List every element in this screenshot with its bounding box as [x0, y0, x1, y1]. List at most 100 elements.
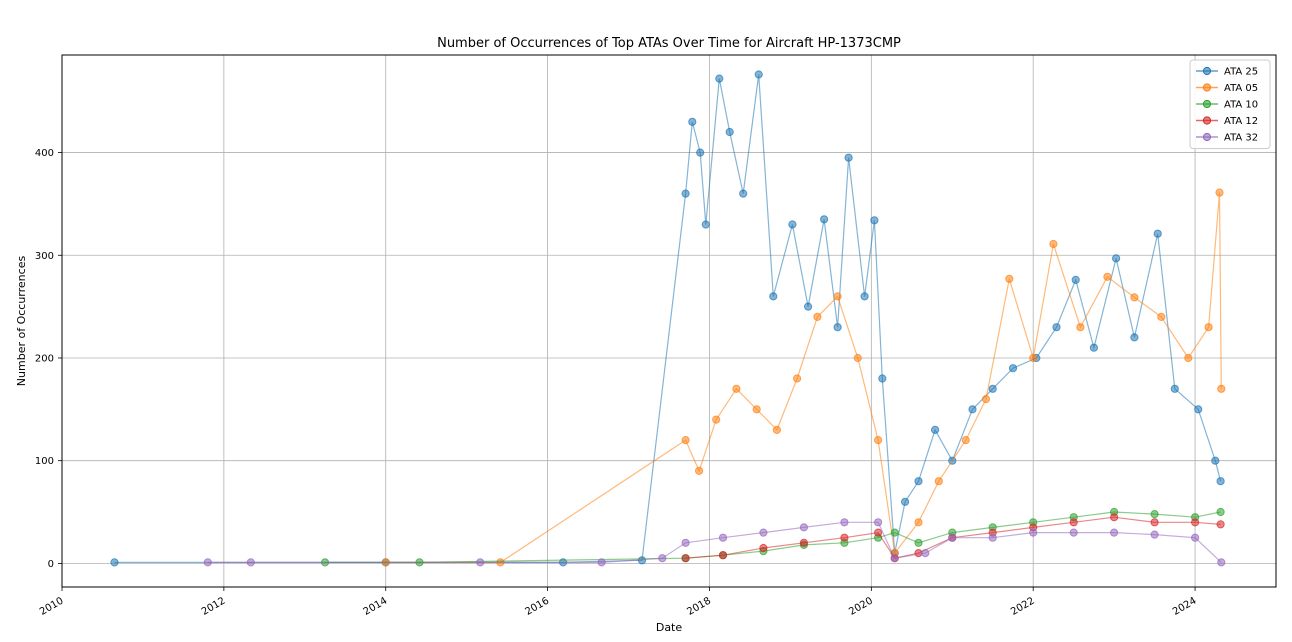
data-point [759, 528, 768, 537]
x-tick-label: 2018 [685, 596, 713, 618]
data-point [934, 477, 943, 486]
data-point [681, 538, 690, 547]
legend-marker [1202, 83, 1212, 92]
data-point [1150, 509, 1159, 519]
data-point [813, 312, 822, 321]
data-point [890, 554, 899, 563]
legend-item: ATA 25 [1196, 67, 1258, 78]
data-point [1089, 343, 1099, 352]
data-point [1216, 477, 1225, 486]
y-tick-label: 200 [35, 353, 54, 364]
x-tick-label: 2010 [38, 596, 66, 618]
series-ata-10 [320, 507, 1225, 567]
legend-item: ATA 05 [1196, 83, 1258, 94]
data-point [804, 302, 813, 311]
data-point [1029, 528, 1038, 537]
y-tick-label: 300 [35, 251, 54, 262]
data-point [715, 74, 724, 83]
data-point [788, 220, 797, 229]
data-point [890, 528, 899, 537]
data-point [1191, 518, 1200, 527]
data-point [246, 558, 255, 567]
data-point [1170, 384, 1179, 393]
data-point [688, 117, 697, 126]
data-point [712, 415, 721, 424]
data-point [1204, 323, 1213, 332]
data-point [1215, 188, 1224, 197]
data-point [1216, 507, 1225, 517]
y-tick-label: 400 [35, 148, 54, 159]
data-point [948, 533, 957, 542]
series-line [685, 516, 1221, 559]
data-point [1150, 518, 1159, 527]
data-point [870, 216, 879, 225]
data-point [961, 436, 970, 445]
data-point [981, 395, 991, 404]
data-point [681, 436, 690, 445]
x-axis-label: Date [656, 621, 683, 634]
data-point [878, 374, 887, 383]
chart-title: Number of Occurrences of Top ATAs Over T… [437, 36, 901, 51]
legend-marker [1202, 116, 1212, 125]
data-point [1069, 518, 1078, 527]
data-point [988, 533, 997, 542]
data-point [988, 384, 997, 393]
data-point [1217, 558, 1226, 567]
x-tick-label: 2014 [362, 596, 390, 618]
series-ata-25 [110, 70, 1225, 567]
legend: ATA 25 ATA 05 ATA 10 ATA 12 ATA 32 [1189, 59, 1271, 149]
data-point [1184, 353, 1193, 363]
data-point [1069, 528, 1078, 537]
legend-marker [1202, 132, 1212, 142]
data-point [754, 70, 763, 79]
legend-item: ATA 32 [1196, 133, 1258, 144]
legend-label: ATA 32 [1224, 133, 1258, 144]
legend-item: ATA 12 [1196, 116, 1258, 127]
x-tick-label: 2020 [847, 596, 875, 618]
x-axis-ticks: 2010 2012 2014 2016 2018 2020 2022 2024 [38, 587, 1199, 618]
data-point [833, 323, 842, 332]
data-point [1110, 513, 1119, 522]
data-point [739, 189, 748, 198]
series-line [114, 74, 1222, 564]
legend-marker [1202, 99, 1212, 109]
data-point [840, 518, 849, 527]
y-tick-label: 100 [35, 456, 54, 467]
data-point [1029, 353, 1038, 363]
data-point [681, 189, 690, 198]
data-point [772, 425, 782, 434]
data-point [696, 148, 705, 157]
data-point [1049, 239, 1058, 249]
data-point [1194, 405, 1203, 414]
y-axis-label: Number of Occurrences [15, 256, 28, 387]
y-tick-label: 0 [48, 559, 54, 570]
data-point [769, 292, 778, 301]
data-point [799, 523, 809, 532]
data-point [1150, 530, 1159, 539]
x-tick-label: 2016 [524, 596, 552, 618]
data-point [874, 528, 883, 537]
data-point [914, 477, 923, 486]
data-point [1052, 323, 1061, 332]
data-point [718, 533, 728, 542]
data-point [1153, 229, 1162, 238]
data-point [759, 543, 768, 553]
data-point [1076, 323, 1085, 332]
data-point [1110, 528, 1119, 537]
data-point [860, 292, 869, 301]
data-point [914, 549, 923, 558]
data-point [914, 518, 923, 527]
data-point [681, 554, 690, 563]
data-point [1130, 293, 1139, 302]
data-point [1216, 520, 1225, 529]
data-point [968, 405, 977, 414]
data-point [701, 220, 710, 229]
series-ata-05 [381, 188, 1226, 567]
data-point [695, 466, 704, 475]
series-line [385, 192, 1222, 564]
data-point [597, 558, 606, 567]
y-axis-ticks: 0 100 200 300 400 [35, 148, 62, 570]
legend-label: ATA 10 [1224, 100, 1258, 111]
data-point [840, 533, 849, 542]
